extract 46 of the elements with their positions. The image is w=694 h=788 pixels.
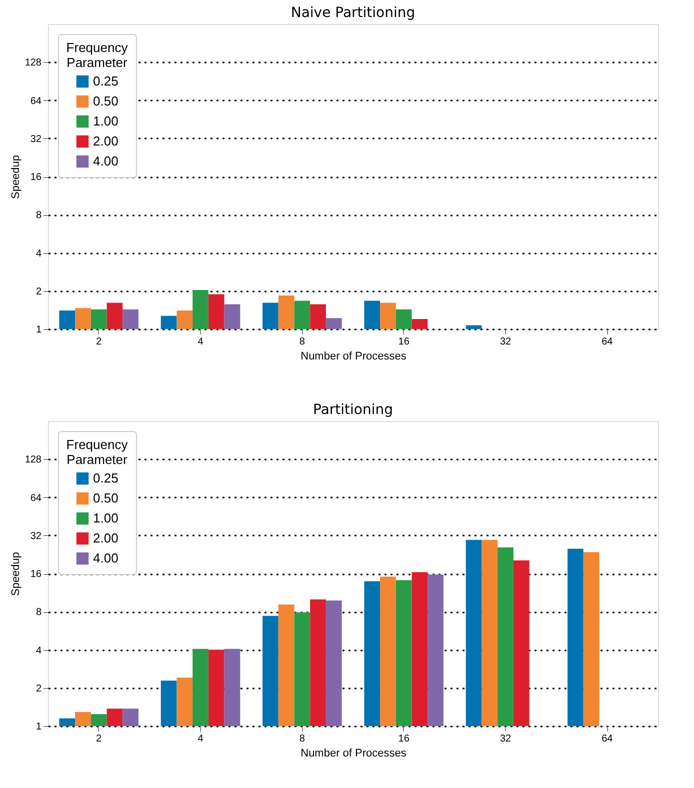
x-tick-label: 16 (398, 734, 410, 744)
y-tick-label: 8 (36, 607, 42, 618)
y-tick-label: 32 (30, 134, 42, 145)
x-tick-label: 8 (299, 734, 306, 744)
y-tick-label: 16 (30, 569, 42, 580)
legend-label: 0.25 (93, 470, 118, 486)
x-tick-label: 4 (198, 734, 204, 744)
y-tick-label: 1 (36, 324, 42, 336)
y-tick-label: 4 (36, 645, 42, 656)
x-axis-title: Number of Processes (300, 350, 407, 362)
legend-label: 2.00 (93, 530, 118, 546)
legend-label: 0.25 (93, 74, 118, 88)
legend-label: 2.00 (93, 134, 118, 148)
legend-label: 0.50 (93, 490, 118, 506)
x-tick-label: 2 (96, 734, 102, 744)
chart-title: Naive Partitioning (290, 5, 416, 21)
y-tick-label: 16 (30, 172, 42, 183)
y-tick-label: 64 (30, 96, 42, 107)
x-axis-title: Number of Processes (300, 748, 407, 760)
x-tick-label: 8 (299, 336, 306, 348)
y-tick-label: 1 (36, 722, 42, 732)
legend-label: 4.00 (93, 154, 118, 168)
y-tick-label: 32 (30, 530, 42, 542)
y-tick-label: 2 (36, 683, 42, 694)
y-tick-label: 2 (36, 286, 42, 298)
y-tick-label: 64 (30, 492, 42, 504)
x-tick-label: 64 (602, 336, 614, 348)
legend-label: 1.00 (93, 510, 118, 526)
x-tick-label: 2 (96, 336, 102, 348)
chart-title: Partitioning (313, 402, 393, 418)
legend-label: 0.50 (93, 94, 118, 108)
x-tick-label: 64 (602, 734, 614, 744)
legend-label: 4.00 (93, 550, 118, 566)
y-tick-label: 128 (24, 454, 42, 466)
x-tick-label: 4 (198, 336, 204, 348)
legend-title: Frequency Parameter (66, 40, 128, 70)
y-tick-label: 4 (36, 248, 42, 260)
y-tick-label: 8 (36, 210, 42, 222)
x-tick-label: 32 (500, 734, 512, 744)
y-axis-title: Speedup (10, 552, 22, 596)
y-tick-label: 128 (24, 58, 42, 69)
x-tick-label: 32 (500, 336, 512, 348)
x-tick-label: 16 (398, 336, 410, 348)
legend-title: Frequency Parameter (66, 437, 128, 467)
y-axis-title: Speedup (10, 154, 22, 200)
legend-label: 1.00 (93, 114, 118, 128)
